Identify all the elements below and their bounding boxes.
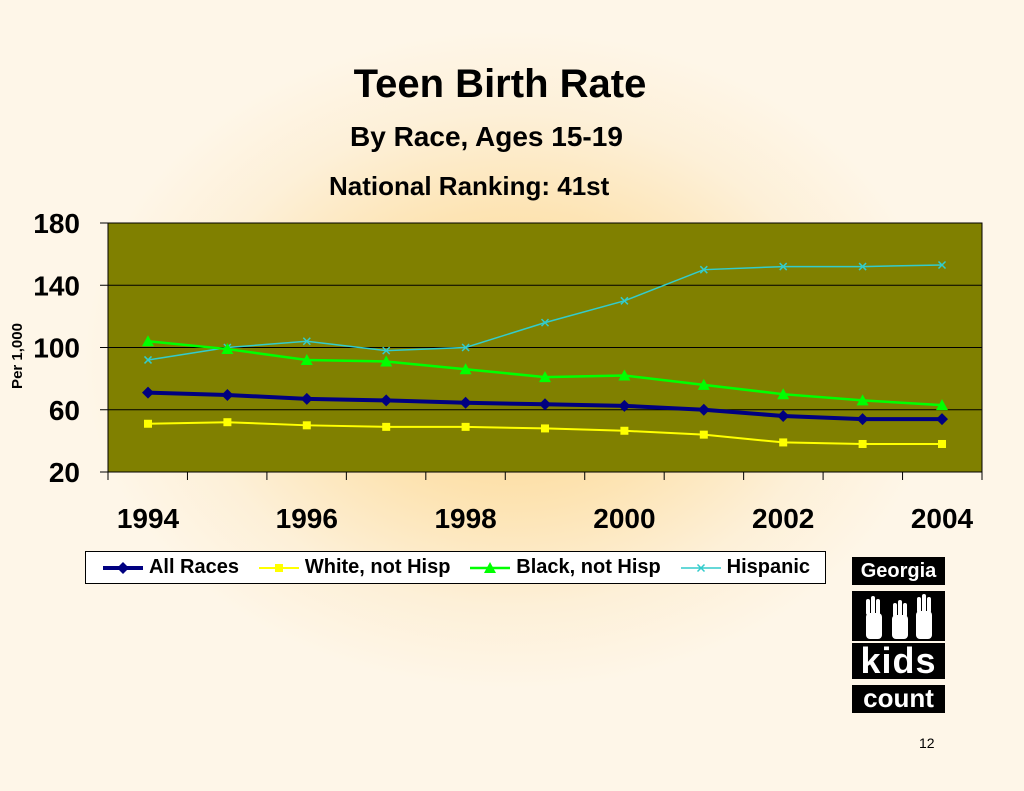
chart-subtitle: By Race, Ages 15-19: [350, 121, 623, 152]
logo-count-text: count: [852, 685, 945, 713]
legend-swatch: [470, 561, 511, 573]
legend-label: White, not Hisp: [304, 556, 451, 578]
data-point: [541, 424, 549, 433]
marker-stroke: [779, 262, 788, 271]
legend-marker: [116, 561, 129, 574]
data-point: [302, 421, 311, 430]
data-point: [620, 426, 629, 435]
data-point: [699, 265, 708, 274]
data-point: [223, 418, 232, 427]
y-axis-label: Per 1,000: [9, 323, 26, 389]
marker-stroke: [858, 262, 867, 271]
data-point: [143, 355, 153, 364]
legend-item: Hispanic: [679, 556, 810, 579]
data-point: [382, 422, 391, 431]
data-point: [459, 396, 472, 409]
x-tick-label: 1994: [117, 503, 180, 534]
data-point: [858, 439, 867, 448]
legend-label: All Races: [148, 556, 239, 578]
marker-stroke: [540, 318, 550, 327]
legend-label: Black, not Hisp: [516, 556, 661, 578]
data-point: [300, 353, 313, 365]
georgia-kids-count-logo: Georgia kids count: [852, 557, 945, 713]
legend-marker: [484, 561, 497, 573]
data-point: [539, 398, 551, 411]
data-point: [618, 369, 631, 381]
marker-stroke: [696, 563, 705, 572]
legend-swatch: [258, 563, 299, 572]
data-point: [142, 335, 154, 347]
data-point: [697, 403, 710, 416]
legend-marker: [696, 563, 705, 572]
page-number: 12: [919, 735, 935, 751]
legend-item: All Races: [101, 556, 239, 579]
legend-marker: [274, 563, 283, 572]
data-point: [461, 343, 470, 352]
chart-title: Teen Birth Rate: [353, 62, 647, 106]
line-chart: 20 60 100 140 180 1994 1996 1998 2000 2002 2004 Per…: [9, 208, 983, 534]
legend-label: Hispanic: [726, 556, 811, 578]
y-tick-label: 20: [49, 457, 80, 488]
data-point: [461, 422, 470, 431]
data-point: [539, 371, 551, 383]
data-point: [856, 413, 869, 426]
legend-swatch: [680, 563, 721, 572]
raised-hands-icon: [852, 591, 945, 641]
data-point: [382, 346, 391, 355]
marker-stroke: [143, 355, 153, 364]
x-tick-label: 2004: [911, 503, 974, 534]
data-point: [779, 262, 788, 271]
logo-georgia-text: Georgia: [852, 557, 945, 585]
data-point: [380, 355, 393, 367]
data-point: [777, 388, 790, 400]
marker-stroke: [699, 265, 708, 274]
data-point: [380, 394, 393, 407]
marker-stroke: [302, 337, 311, 346]
data-point: [142, 386, 154, 399]
marker-stroke: [937, 260, 947, 270]
data-point: [144, 419, 152, 428]
data-point: [936, 413, 948, 426]
data-point: [618, 399, 631, 412]
x-tick-label: 2000: [593, 503, 655, 534]
marker-stroke: [461, 343, 470, 352]
data-point: [938, 439, 946, 448]
data-point: [459, 363, 472, 375]
data-point: [221, 388, 234, 401]
y-tick-label: 100: [33, 333, 80, 364]
data-point: [856, 394, 869, 406]
x-tick-label: 1998: [434, 503, 496, 534]
data-point: [779, 438, 788, 447]
chart-legend: All Races White, not Hisp Black, not Hisp H…: [85, 551, 826, 584]
logo-kids-text: kids: [852, 643, 945, 679]
x-tick-label: 2002: [752, 503, 814, 534]
legend-item: White, not Hisp: [257, 556, 451, 579]
marker-stroke: [382, 346, 391, 355]
y-tick-label: 140: [33, 270, 80, 301]
legend-item: Black, not Hisp: [468, 556, 661, 579]
data-point: [620, 296, 629, 305]
data-point: [302, 337, 311, 346]
y-tick-label: 180: [33, 208, 80, 239]
data-point: [858, 262, 867, 271]
data-point: [777, 409, 790, 422]
national-ranking: National Ranking: 41st: [329, 171, 610, 201]
data-point: [697, 378, 710, 390]
data-point: [936, 399, 948, 411]
marker-stroke: [620, 296, 629, 305]
y-tick-label: 60: [49, 395, 80, 426]
legend-swatch: [102, 561, 143, 574]
data-point: [221, 343, 234, 355]
data-point: [300, 392, 313, 405]
data-point: [699, 430, 708, 439]
x-tick-label: 1996: [276, 503, 338, 534]
data-point: [937, 260, 947, 270]
data-point: [540, 318, 550, 327]
